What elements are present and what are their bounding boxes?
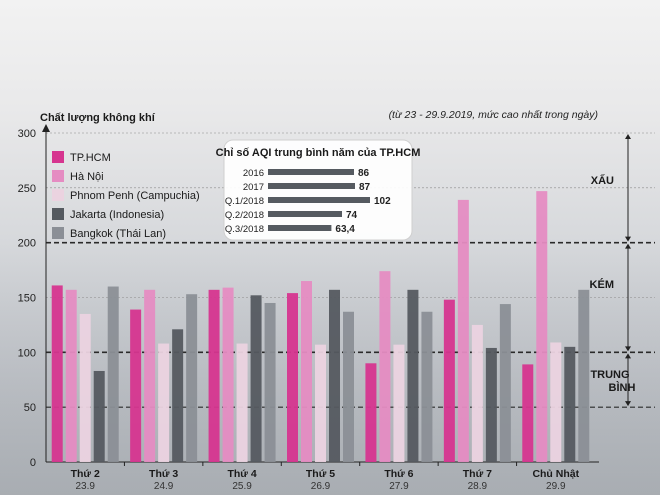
bar-5-3 xyxy=(264,302,276,462)
bar-4-5 xyxy=(407,289,419,462)
x-category-label: Chủ Nhật xyxy=(532,468,579,480)
bar-3-3 xyxy=(236,343,248,462)
y-tick-label: 300 xyxy=(18,128,36,140)
bar-3-4 xyxy=(315,344,326,462)
y-tick-label: 0 xyxy=(30,457,36,469)
bar-3-6 xyxy=(471,324,483,462)
inset-bar xyxy=(268,211,342,217)
bar-5-2 xyxy=(186,294,198,462)
inset-category-label: Q.2/2018 xyxy=(225,210,264,221)
bar-2-2 xyxy=(144,289,156,462)
level-arrow-bottom xyxy=(625,401,631,407)
bar-3-2 xyxy=(158,343,170,462)
bar-2-1 xyxy=(65,289,77,462)
x-category-label: Thứ 2 xyxy=(71,468,100,480)
y-tick-label: 250 xyxy=(18,183,36,195)
x-category-label: Thứ 6 xyxy=(384,468,413,480)
x-category-label: Thứ 3 xyxy=(149,468,178,480)
bar-3-7 xyxy=(550,342,562,462)
legend-label: Hà Nội xyxy=(70,171,104,183)
x-category-date: 28.9 xyxy=(468,481,488,492)
inset-category-label: Q.1/2018 xyxy=(225,196,264,207)
inset-title: Chỉ số AQI trung bình năm của TP.HCM xyxy=(216,147,421,159)
bar-5-5 xyxy=(421,311,433,462)
x-category-date: 25.9 xyxy=(232,481,252,492)
bar-1-4 xyxy=(287,293,298,462)
x-category-date: 23.9 xyxy=(75,481,95,492)
bar-1-2 xyxy=(130,309,142,462)
level-arrow-top xyxy=(625,243,631,249)
bar-2-4 xyxy=(301,281,312,462)
chart-note: (từ 23 - 29.9.2019, mức cao nhất trong n… xyxy=(389,109,598,121)
x-category-label: Thứ 4 xyxy=(227,468,256,480)
inset-bar xyxy=(268,197,370,203)
bar-3-1 xyxy=(79,313,91,462)
bar-1-3 xyxy=(208,289,220,462)
level-arrow-bottom xyxy=(625,346,631,352)
inset-value-label: 87 xyxy=(359,182,371,193)
bar-4-3 xyxy=(250,295,262,462)
y-tick-label: 150 xyxy=(18,293,36,305)
inset-value-label: 74 xyxy=(346,210,358,221)
bar-5-6 xyxy=(499,304,511,462)
bar-2-7 xyxy=(536,191,548,462)
level-label: XẤU xyxy=(591,174,614,187)
bar-4-7 xyxy=(564,346,576,462)
x-category-date: 27.9 xyxy=(389,481,409,492)
bar-5-7 xyxy=(578,289,590,462)
legend-swatch xyxy=(52,227,64,239)
x-category-label: Thứ 7 xyxy=(463,468,492,480)
bar-4-6 xyxy=(485,347,497,462)
legend-swatch xyxy=(52,170,64,182)
legend-swatch xyxy=(52,208,64,220)
legend-label: Phnom Penh (Campuchia) xyxy=(70,190,200,202)
y-tick-label: 50 xyxy=(24,402,36,414)
inset-bar xyxy=(268,169,354,175)
inset-category-label: 2017 xyxy=(243,182,264,193)
bar-1-6 xyxy=(443,299,455,462)
bar-5-1 xyxy=(107,286,119,462)
legend-label: Jakarta (Indonesia) xyxy=(70,209,164,221)
legend-label: TP.HCM xyxy=(70,152,111,164)
bar-1-5 xyxy=(365,363,377,462)
inset-value-label: 102 xyxy=(374,196,391,207)
bar-2-6 xyxy=(457,199,469,462)
inset-bar xyxy=(268,183,355,189)
bar-5-4 xyxy=(343,311,354,462)
inset-value-label: 86 xyxy=(358,168,370,179)
bar-1-7 xyxy=(522,364,534,462)
bar-4-2 xyxy=(172,329,184,462)
level-label: TRUNG BÌNH xyxy=(590,369,635,394)
x-category-date: 24.9 xyxy=(154,481,174,492)
bar-1-1 xyxy=(51,285,63,462)
y-axis-title: Chất lượng không khí xyxy=(40,112,156,124)
bar-3-5 xyxy=(393,344,405,462)
bar-2-3 xyxy=(222,287,234,462)
bar-4-1 xyxy=(93,370,105,462)
y-tick-label: 200 xyxy=(18,238,36,250)
inset-category-label: Q.3/2018 xyxy=(225,224,264,235)
x-category-label: Thứ 5 xyxy=(306,468,335,480)
level-label: KÉM xyxy=(590,278,614,291)
level-arrow-top xyxy=(625,353,631,359)
legend-swatch xyxy=(52,151,64,163)
y-tick-label: 100 xyxy=(18,347,36,359)
y-axis-arrow xyxy=(42,124,50,132)
inset-category-label: 2016 xyxy=(243,168,264,179)
bar-2-5 xyxy=(379,271,391,462)
legend-label: Bangkok (Thái Lan) xyxy=(70,228,166,240)
level-arrow-bottom xyxy=(625,236,631,242)
inset-value-label: 63,4 xyxy=(335,224,355,235)
level-arrow-top xyxy=(625,134,631,139)
x-category-date: 26.9 xyxy=(311,481,331,492)
inset-bar xyxy=(268,225,332,231)
legend-swatch xyxy=(52,189,64,201)
x-category-date: 29.9 xyxy=(546,481,566,492)
bar-4-4 xyxy=(329,289,340,462)
